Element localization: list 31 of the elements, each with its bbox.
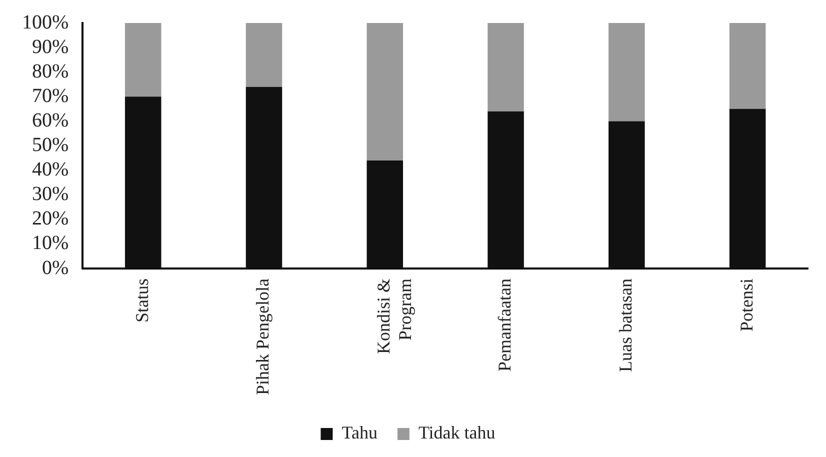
bar [124,96,162,269]
bar [246,23,282,87]
y-tick-label: 20% [32,208,69,230]
bar [488,23,524,112]
bar [729,23,766,109]
y-tick-label: 90% [32,36,69,58]
bar [366,160,404,269]
x-tick-label: Luas batasan [615,278,636,372]
y-tick-label: 50% [32,134,69,156]
x-tick-label: Kondisi & Program [374,278,416,354]
y-tick-label: 10% [32,232,69,254]
legend-label: Tahu [342,422,378,443]
x-tick-label: Pemanfaatan [494,278,515,372]
x-tick-label: Status [132,278,152,323]
bar [608,121,645,269]
y-tick-label: 40% [32,158,69,181]
y-tick-label: 70% [32,84,69,107]
bar [608,23,645,122]
bar [729,108,766,269]
legend-label: Tidak tahu [418,422,496,443]
bar [488,111,524,269]
y-tick-label: 30% [32,183,69,206]
y-tick-label: 100% [22,11,69,34]
y-tick-label: 60% [32,109,69,132]
y-tick-label: 80% [32,60,69,82]
bar [246,86,282,269]
x-tick-label: Pihak Pengelola [252,278,273,396]
x-tick-label: Potensi [736,278,756,332]
bar [366,23,404,160]
y-tick-label: 0% [42,256,69,279]
bar [124,23,162,97]
